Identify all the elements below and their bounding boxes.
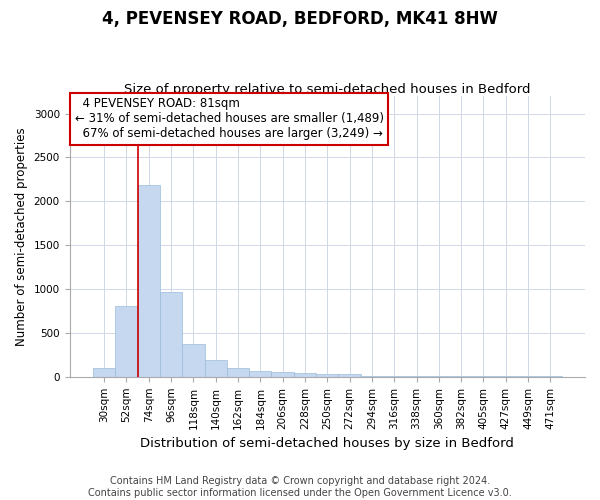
Bar [450, 376, 472, 377]
Bar [406, 376, 428, 377]
Bar [93, 368, 115, 377]
Bar [249, 371, 271, 377]
Bar [227, 368, 249, 377]
Title: Size of property relative to semi-detached houses in Bedford: Size of property relative to semi-detach… [124, 83, 530, 96]
Bar [205, 360, 227, 377]
Bar [472, 376, 494, 377]
Bar [383, 376, 406, 377]
Text: 4 PEVENSEY ROAD: 81sqm
← 31% of semi-detached houses are smaller (1,489)
  67% o: 4 PEVENSEY ROAD: 81sqm ← 31% of semi-det… [74, 98, 383, 140]
Bar [494, 376, 517, 377]
X-axis label: Distribution of semi-detached houses by size in Bedford: Distribution of semi-detached houses by … [140, 437, 514, 450]
Bar [361, 376, 383, 377]
Bar [271, 372, 294, 377]
Bar [316, 374, 338, 377]
Bar [160, 292, 182, 377]
Text: Contains HM Land Registry data © Crown copyright and database right 2024.
Contai: Contains HM Land Registry data © Crown c… [88, 476, 512, 498]
Bar [137, 184, 160, 377]
Bar [182, 344, 205, 377]
Text: 4, PEVENSEY ROAD, BEDFORD, MK41 8HW: 4, PEVENSEY ROAD, BEDFORD, MK41 8HW [102, 10, 498, 28]
Bar [428, 376, 450, 377]
Y-axis label: Number of semi-detached properties: Number of semi-detached properties [15, 127, 28, 346]
Bar [539, 376, 562, 377]
Bar [517, 376, 539, 377]
Bar [338, 374, 361, 377]
Bar [115, 306, 137, 377]
Bar [294, 373, 316, 377]
